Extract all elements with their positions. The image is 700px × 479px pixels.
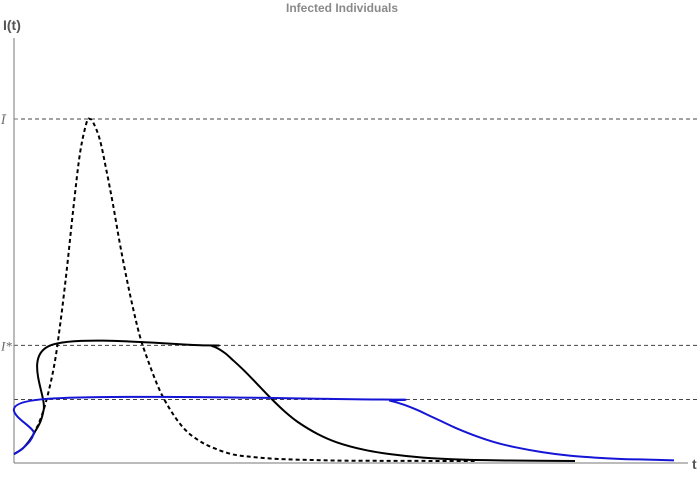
y-tick-label-1: Ī (0, 112, 7, 127)
series-line-3 (12, 395, 675, 462)
y-tick-label-2: I* (0, 338, 12, 353)
series-line-2 (13, 339, 576, 462)
y-tick-labels: Ī I* (0, 112, 18, 353)
x-axis-label: t (692, 456, 697, 472)
chart-title: Infected Individuals (286, 1, 398, 15)
y-axis-label: I(t) (3, 17, 21, 33)
reference-lines (14, 118, 700, 400)
series-layer (12, 117, 675, 462)
series-line-1 (13, 117, 477, 462)
